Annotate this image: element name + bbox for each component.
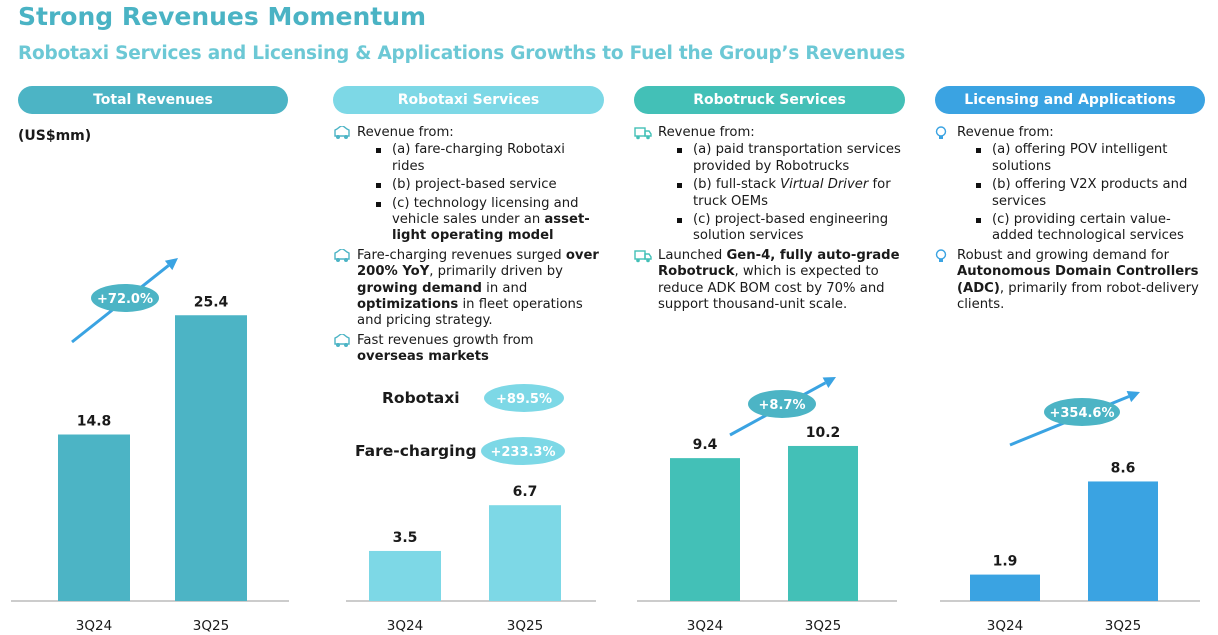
total-tick-label: 3Q24 [76, 618, 112, 634]
growth-arrow-head [1126, 390, 1140, 403]
growth-badge [1044, 398, 1120, 426]
total-data-label: 25.4 [194, 294, 229, 310]
robotaxi-growth-pill [481, 437, 565, 465]
licensing-description: Revenue from: (a) offering POV intellige… [933, 125, 1205, 313]
list-item: (b) project-based service [376, 177, 601, 193]
growth-badge [91, 284, 159, 312]
robotaxi-growth-value: +233.3% [490, 445, 555, 460]
list-item: (c) providing certain value-added techno… [976, 212, 1205, 245]
total-bar-3q24 [58, 434, 130, 601]
page-subtitle: Robotaxi Services and Licensing & Applic… [18, 43, 906, 64]
robotaxi-data-label: 3.5 [393, 530, 418, 546]
robotruck-data-label: 10.2 [806, 425, 841, 441]
licensing-tick-label: 3Q24 [987, 618, 1023, 634]
growth-badge-value: +8.7% [759, 398, 806, 413]
robotaxi-services-header: Robotaxi Services [333, 86, 604, 114]
page-title: Strong Revenues Momentum [18, 2, 427, 31]
robotaxi-growth-label: Robotaxi [382, 389, 460, 407]
growth-arrow-head [164, 258, 178, 271]
list-item: (b) offering V2X products and services [976, 177, 1205, 210]
robotaxi-bar-3q24 [369, 550, 441, 601]
robotaxi-car-icon [334, 333, 350, 347]
list-item: (a) paid transportation services provide… [677, 142, 902, 175]
licensing-applications-header: Licensing and Applications [935, 86, 1205, 114]
lightbulb-icon [935, 126, 947, 139]
unit-label: (US$mm) [18, 128, 92, 144]
robotaxi-tick-label: 3Q24 [387, 618, 423, 634]
robotruck-tick-label: 3Q24 [687, 618, 723, 634]
robotruck-icon [634, 127, 652, 140]
list-item: (c) technology licensing and vehicle sal… [376, 196, 601, 245]
robotruck-data-label: 9.4 [693, 437, 718, 453]
licensing-bar-3q24 [970, 574, 1040, 601]
total-revenues-header: Total Revenues [18, 86, 288, 114]
robotaxi-car-icon [334, 126, 350, 139]
robotaxi-data-label: 6.7 [513, 484, 538, 500]
robotaxi-growth-pill [484, 384, 564, 412]
growth-arrow-head [822, 377, 836, 389]
total-data-label: 14.8 [77, 414, 112, 430]
list-item: (a) offering POV intelligent solutions [976, 142, 1205, 175]
licensing-tick-label: 3Q25 [1105, 618, 1141, 634]
total-tick-label: 3Q25 [193, 618, 229, 634]
list-item: (c) project-based engineering solution s… [677, 212, 902, 245]
robotaxi-car-icon [334, 248, 350, 262]
licensing-bar-3q25 [1088, 481, 1158, 601]
list-item: (b) full-stack Virtual Driver for truck … [677, 177, 902, 210]
growth-badge-value: +72.0% [97, 292, 153, 307]
licensing-data-label: 8.6 [1111, 460, 1136, 476]
lightbulb-icon [935, 249, 947, 262]
robotaxi-tick-label: 3Q25 [507, 618, 543, 634]
list-item: (a) fare-charging Robotaxi rides [376, 142, 601, 175]
total-bar-3q25 [175, 315, 247, 601]
robotruck-bar-3q25 [788, 445, 858, 601]
growth-badge [748, 390, 816, 418]
robotruck-tick-label: 3Q25 [805, 618, 841, 634]
robotruck-icon [634, 250, 652, 263]
fare-charging-growth-label: Fare-charging [355, 442, 477, 460]
licensing-data-label: 1.9 [993, 554, 1018, 570]
growth-badge-value: +354.6% [1049, 406, 1114, 421]
robotaxi-description: Revenue from: (a) fare-charging Robotaxi… [333, 125, 601, 366]
robotaxi-growth-value: +89.5% [496, 392, 552, 407]
robotruck-description: Revenue from: (a) paid transportation se… [634, 125, 902, 313]
robotruck-bar-3q24 [670, 458, 740, 601]
robotruck-services-header: Robotruck Services [634, 86, 905, 114]
robotaxi-bar-3q25 [489, 505, 561, 601]
